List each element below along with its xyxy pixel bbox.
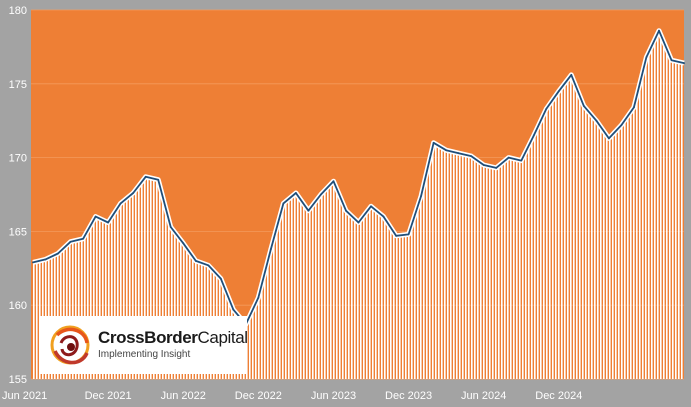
logo-name: CrossBorderCapital — [98, 328, 248, 348]
data-point — [420, 195, 422, 197]
x-tick-label: Jun 2023 — [311, 390, 356, 402]
logo-name-light: Capital — [197, 328, 249, 347]
data-point — [570, 74, 573, 76]
data-point — [532, 134, 535, 137]
data-point — [607, 137, 610, 140]
data-point — [507, 156, 510, 159]
y-tick-label: 180 — [9, 5, 27, 17]
data-point — [232, 308, 235, 311]
data-point — [307, 209, 310, 212]
data-point — [407, 233, 410, 236]
data-point — [94, 215, 97, 218]
x-tick-label: Jun 2022 — [161, 390, 206, 402]
y-tick-label: 175 — [9, 79, 27, 91]
data-point — [269, 248, 272, 251]
data-point — [482, 164, 485, 166]
y-tick-label: 160 — [9, 300, 27, 312]
data-point — [32, 261, 34, 264]
data-point — [44, 258, 47, 261]
data-point — [395, 234, 397, 237]
data-point — [370, 205, 372, 208]
data-point — [457, 152, 460, 155]
data-point — [257, 296, 260, 299]
data-point — [132, 192, 135, 194]
data-point — [57, 252, 59, 255]
y-tick-label: 170 — [9, 153, 27, 165]
data-point — [683, 62, 685, 65]
data-point — [194, 260, 197, 262]
y-tick-label: 155 — [9, 374, 27, 386]
data-point — [645, 56, 648, 59]
data-point — [545, 107, 548, 110]
data-point — [119, 202, 122, 205]
data-point — [557, 90, 560, 93]
y-axis: 155 160 165 170 175 180 — [9, 5, 27, 386]
data-point — [219, 277, 222, 280]
data-point — [144, 175, 147, 178]
data-point — [169, 226, 172, 228]
x-tick-label: Dec 2021 — [85, 390, 132, 402]
logo-name-bold: CrossBorder — [98, 328, 198, 347]
data-point — [345, 209, 347, 212]
data-point — [658, 29, 660, 32]
points-layer — [32, 29, 685, 326]
data-point — [470, 155, 473, 158]
data-point — [520, 159, 523, 162]
x-tick-label: Dec 2022 — [235, 390, 282, 402]
data-point — [620, 124, 623, 127]
data-point — [595, 119, 598, 122]
data-point — [495, 167, 498, 169]
data-point — [207, 264, 210, 267]
data-point — [582, 105, 585, 107]
data-point — [107, 221, 110, 224]
data-point — [82, 237, 84, 240]
logo: CrossBorderCapital Implementing Insight — [39, 316, 248, 374]
data-point — [382, 215, 385, 218]
data-point — [282, 202, 285, 205]
data-point — [357, 221, 360, 224]
x-axis: Jun 2021 Dec 2021 Jun 2022 Dec 2022 Jun 2023… — [2, 390, 582, 402]
data-point — [320, 193, 322, 196]
data-point — [445, 149, 448, 152]
data-point — [633, 106, 635, 109]
x-tick-label: Jun 2021 — [2, 390, 47, 402]
data-point — [332, 180, 335, 183]
data-point — [182, 242, 185, 245]
data-point — [69, 240, 72, 243]
x-tick-label: Jun 2024 — [461, 390, 506, 402]
data-point — [295, 192, 297, 194]
x-tick-label: Dec 2023 — [385, 390, 432, 402]
logo-mark-icon — [50, 325, 90, 365]
logo-tagline: Implementing Insight — [98, 349, 191, 360]
data-point — [157, 178, 160, 181]
x-tick-label: Dec 2024 — [535, 390, 582, 402]
data-point — [432, 141, 435, 144]
data-point — [670, 59, 673, 62]
y-tick-label: 165 — [9, 226, 27, 238]
area-fill — [33, 30, 684, 379]
